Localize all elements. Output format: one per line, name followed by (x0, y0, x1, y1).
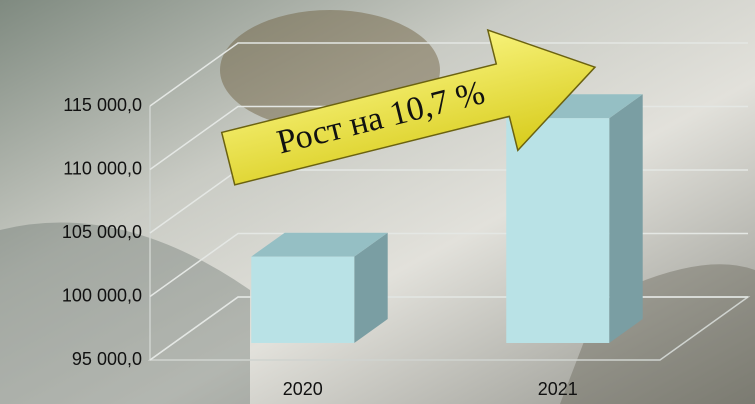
y-tick-label: 105 000,0 (62, 222, 142, 242)
y-tick-label: 115 000,0 (63, 95, 142, 115)
y-tick-label: 95 000,0 (72, 349, 142, 369)
annotation-arrow: Рост на 10,7 % (220, 28, 597, 186)
bar-side (609, 94, 643, 343)
bar (251, 256, 355, 343)
x-tick-label: 2020 (283, 379, 323, 399)
arrow-shape (220, 28, 597, 186)
grid-line (149, 42, 748, 107)
bar-top (251, 232, 388, 257)
x-tick-label: 2021 (538, 379, 578, 399)
bar (506, 118, 610, 343)
bar-side (354, 232, 388, 343)
y-tick-label: 100 000,0 (62, 285, 142, 305)
plot-area: 95 000,0 100 000,0 105 000,0 110 000,0 115 0… (62, 42, 751, 399)
background-shape (0, 222, 250, 404)
y-tick-label: 110 000,0 (63, 158, 142, 178)
